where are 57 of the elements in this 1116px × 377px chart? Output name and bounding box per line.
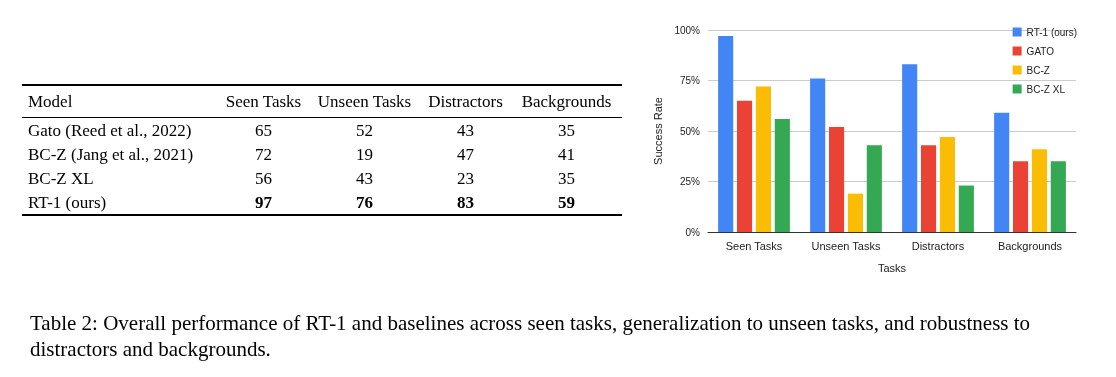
data-label: 41	[558, 144, 575, 164]
y-tick-label: RT-1 (ours)	[28, 192, 107, 212]
data-label: 97	[255, 192, 273, 212]
data-label: 43	[457, 120, 474, 140]
data-label: 23	[457, 168, 474, 188]
y-tick-label: 100%	[674, 24, 701, 36]
data-label: 56	[255, 168, 272, 188]
y-tick-label: BC-Z (Jang et al., 2021)	[28, 144, 194, 164]
data-label: 47	[457, 144, 475, 164]
data-label: 43	[356, 168, 373, 188]
bar	[718, 36, 734, 232]
bar	[847, 193, 863, 232]
x-tick-label: Distractors	[911, 239, 965, 252]
legend-label: BC-Z	[1026, 64, 1050, 76]
bar	[921, 145, 937, 232]
bar	[958, 185, 974, 232]
bar	[939, 137, 955, 232]
bar	[755, 86, 771, 232]
data-label: 76	[356, 192, 373, 212]
x-tick-label: Unseen Tasks	[317, 92, 412, 111]
bar	[866, 145, 882, 232]
bar	[994, 112, 1010, 232]
data-label: 65	[255, 120, 272, 140]
bar	[902, 64, 918, 232]
x-tick-label: Seen Tasks	[725, 239, 783, 252]
legend-label: RT-1 (ours)	[1026, 26, 1078, 38]
bar	[1013, 161, 1029, 232]
x-tick-label: Distractors	[428, 92, 503, 111]
bar	[774, 118, 790, 232]
y-tick-label: 75%	[679, 75, 701, 86]
x-tick-label: Seen Tasks	[225, 92, 302, 111]
bar	[810, 78, 826, 232]
y-tick-label: 25%	[679, 176, 701, 187]
data-label: 59	[558, 192, 575, 212]
data-label: 52	[356, 120, 373, 140]
data-label: 19	[356, 144, 373, 164]
data-label: 83	[457, 192, 474, 212]
bar	[1031, 149, 1047, 232]
y-tick-label: 50%	[679, 125, 701, 137]
x-tick-label: Backgrounds	[997, 239, 1063, 252]
legend-label: BC-Z XL	[1026, 83, 1066, 95]
data-label: 72	[255, 144, 272, 164]
x-axis-title: Tasks	[877, 261, 907, 274]
bar	[1050, 161, 1066, 232]
y-axis-title: Model	[28, 91, 73, 113]
x-tick-label: Unseen Tasks	[811, 239, 881, 252]
data-label: 35	[558, 120, 575, 140]
bar	[829, 126, 845, 232]
y-tick-label: 0%	[685, 226, 701, 238]
y-tick-label: BC-Z XL	[28, 168, 94, 188]
bar	[737, 100, 753, 232]
y-axis-title: Success Rate	[652, 97, 665, 165]
legend-label: GATO	[1026, 45, 1055, 57]
caption: Table 2: Overall performance of RT-1 and baselines across seen tasks, generalization to unseen tasks, and robustness to distractors and backgrounds.	[30, 310, 1032, 362]
x-tick-label: Backgrounds	[521, 92, 612, 111]
y-tick-label: Gato (Reed et al., 2022)	[28, 120, 192, 140]
data-label: 35	[558, 168, 575, 188]
